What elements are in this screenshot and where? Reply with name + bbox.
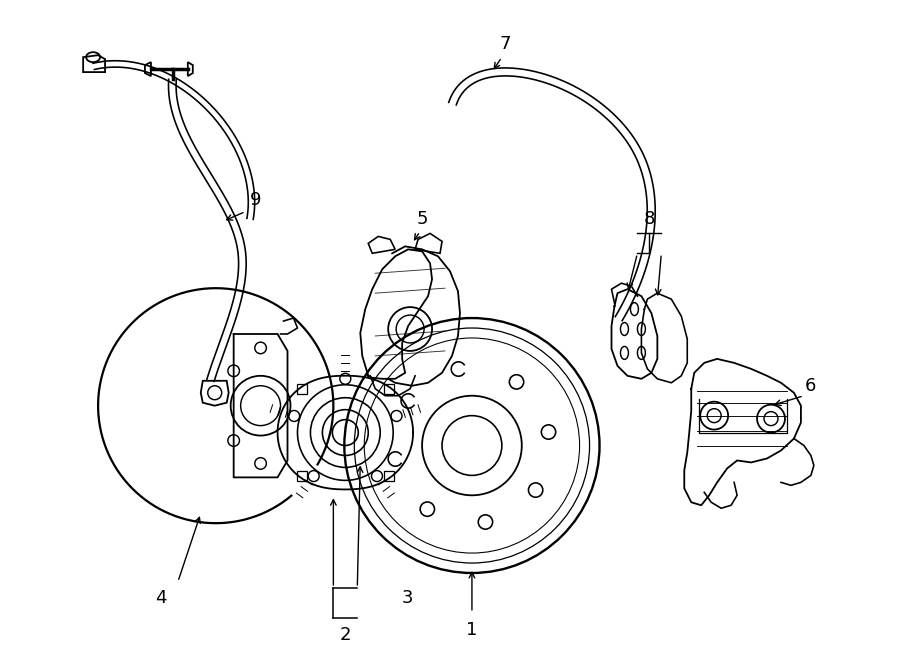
Text: 9: 9	[250, 190, 261, 209]
Text: 2: 2	[339, 626, 351, 644]
Text: 7: 7	[500, 35, 510, 53]
Text: 3: 3	[401, 589, 413, 607]
Text: 4: 4	[155, 589, 166, 607]
Text: 6: 6	[806, 377, 816, 395]
Text: 1: 1	[466, 621, 478, 639]
Text: 8: 8	[644, 210, 655, 229]
Text: 5: 5	[417, 210, 428, 229]
